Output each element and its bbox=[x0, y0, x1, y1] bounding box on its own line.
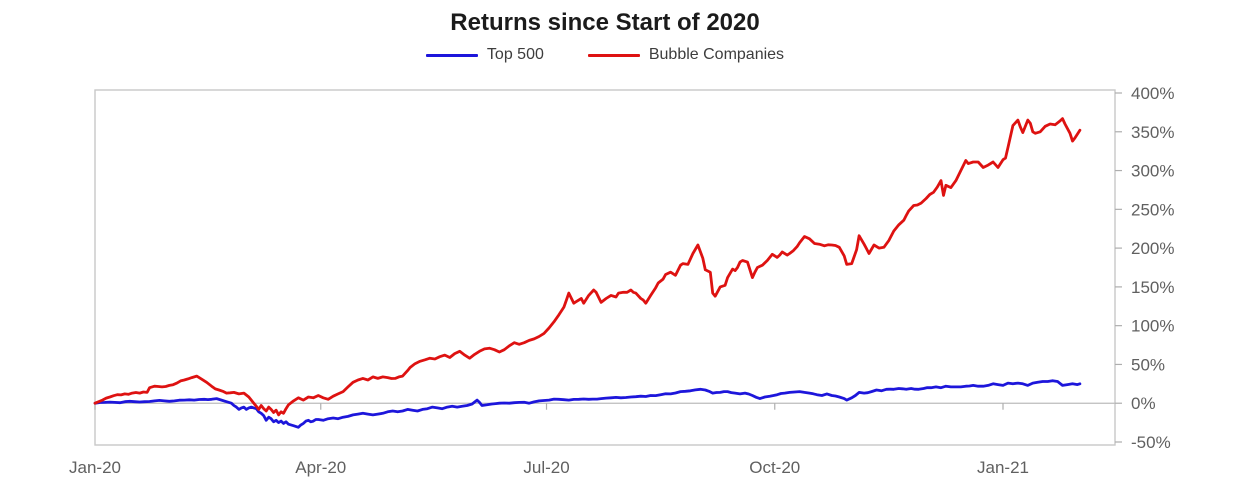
legend-item-bubble-companies: Bubble Companies bbox=[587, 46, 785, 64]
y-tick-label-250: 250% bbox=[1131, 200, 1174, 219]
chart-legend: Top 500 Bubble Companies bbox=[95, 46, 1115, 64]
chart-title: Returns since Start of 2020 bbox=[450, 9, 760, 36]
x-tick-label-Jul-20: Jul-20 bbox=[523, 458, 569, 477]
legend-line-swatch-bubble-companies bbox=[587, 53, 640, 57]
x-tick-label-Oct-20: Oct-20 bbox=[749, 458, 800, 477]
legend-item-top-500: Top 500 bbox=[425, 46, 544, 64]
y-tick-label--50: -50% bbox=[1131, 433, 1171, 452]
y-tick-label-400: 400% bbox=[1131, 84, 1174, 103]
series-line-top-500 bbox=[93, 379, 1082, 429]
x-tick-label-Jan-21: Jan-21 bbox=[977, 458, 1029, 477]
x-tick-label-Apr-20: Apr-20 bbox=[295, 458, 346, 477]
legend-label-bubble-companies: Bubble Companies bbox=[648, 46, 785, 63]
legend-line-swatch-top-500 bbox=[425, 53, 478, 57]
series-line-bubble-companies bbox=[93, 117, 1082, 417]
plot-border bbox=[94, 89, 1116, 446]
y-tick-label-100: 100% bbox=[1131, 317, 1174, 336]
x-tick-label-Jan-20: Jan-20 bbox=[69, 458, 121, 477]
y-tick-label-200: 200% bbox=[1131, 239, 1174, 258]
legend-label-top-500: Top 500 bbox=[486, 46, 544, 63]
y-tick-label-300: 300% bbox=[1131, 162, 1174, 181]
y-tick-label-350: 350% bbox=[1131, 123, 1174, 142]
y-tick-label-0: 0% bbox=[1131, 394, 1156, 413]
y-tick-label-50: 50% bbox=[1131, 355, 1165, 374]
y-tick-label-150: 150% bbox=[1131, 278, 1174, 297]
